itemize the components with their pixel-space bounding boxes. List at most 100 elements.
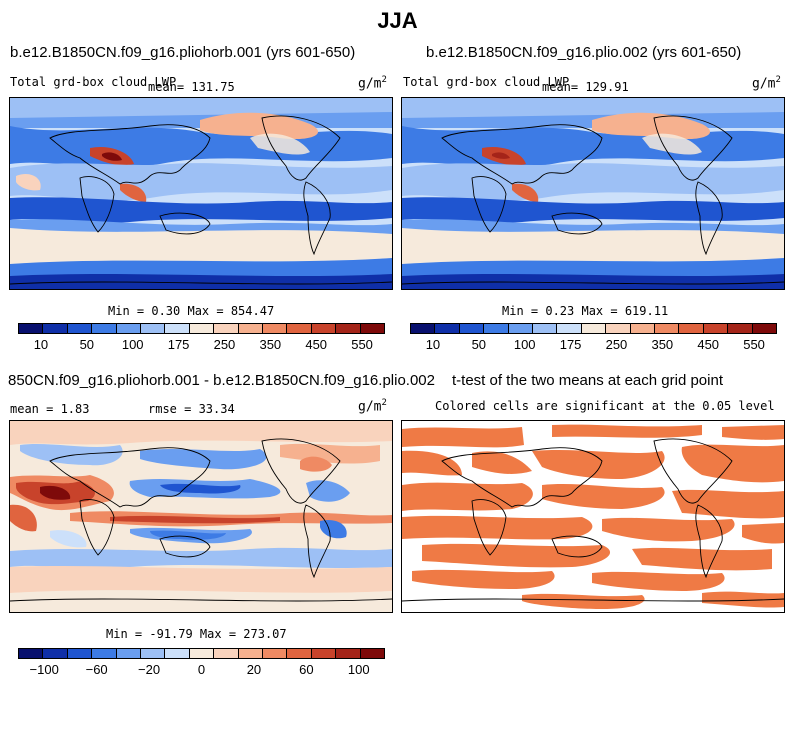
panel4-subtitle: Colored cells are significant at the 0.0… [435, 399, 775, 413]
colorbar-swatch [360, 649, 385, 658]
panel3-field [10, 421, 392, 612]
colorbar-label: 100 [121, 337, 144, 352]
colorbar-swatch [19, 324, 44, 333]
colorbar-swatch [411, 324, 436, 333]
colorbar-swatch [581, 324, 607, 333]
colorbar-label: 175 [167, 337, 190, 352]
colorbar-label: 60 [299, 662, 314, 677]
panel2-variable: Total grd-box cloud LWP [403, 75, 570, 89]
colorbar-label: 50 [471, 337, 487, 352]
colorbar-swatch [116, 324, 142, 333]
panel4-title: t-test of the two means at each grid poi… [452, 372, 723, 389]
colorbar-swatch [238, 324, 264, 333]
panel2-mean: mean= 129.91 [542, 80, 629, 94]
colorbar-swatch [336, 649, 361, 658]
colorbar-swatch [67, 324, 93, 333]
colorbar-label: 175 [559, 337, 582, 352]
colorbar-label: 50 [79, 337, 95, 352]
colorbar-swatch [189, 324, 215, 333]
colorbar-swatch [311, 649, 337, 658]
colorbar-swatch [92, 649, 117, 658]
colorbar-label: 450 [697, 337, 720, 352]
colorbar-label: 100 [513, 337, 536, 352]
colorbar-swatch [484, 324, 509, 333]
colorbar-swatch [189, 649, 215, 658]
panel2-unit: g/m2 [752, 75, 781, 92]
panel3-coastlines [10, 438, 392, 602]
panel3-map [9, 420, 393, 613]
colorbar-swatch [703, 324, 729, 333]
colorbar-swatch [459, 324, 485, 333]
figure-title: JJA [377, 8, 418, 33]
colorbar-label: 10 [33, 337, 49, 352]
colorbar-swatch [43, 324, 68, 333]
colorbar-swatch [533, 324, 558, 333]
colorbar-swatch [141, 324, 166, 333]
colorbar-label: 0 [197, 662, 206, 677]
colorbar-swatch [116, 649, 142, 658]
panel4-field [402, 421, 784, 612]
colorbar-label: 350 [259, 337, 282, 352]
panel1-unit: g/m2 [358, 75, 387, 92]
panel3-title: 850CN.f09_g16.pliohorb.001 - b.e12.B1850… [8, 372, 435, 389]
colorbar-swatch [92, 324, 117, 333]
colorbar-panel2 [410, 323, 777, 334]
colorbar-swatch [263, 649, 288, 658]
colorbar-swatch [336, 324, 361, 333]
colorbar-swatch [508, 324, 534, 333]
colorbar-label: 10 [425, 337, 441, 352]
panel4-coastlines [402, 438, 784, 602]
panel3-stats: Min = -91.79 Max = 273.07 [106, 627, 287, 641]
panel2-field [402, 98, 784, 289]
panel1-map [9, 97, 393, 290]
colorbar-label: −20 [138, 662, 161, 677]
panel1-field [10, 98, 392, 289]
panel1-coastlines [10, 115, 392, 285]
colorbar-swatch [165, 324, 190, 333]
colorbar-label: 20 [246, 662, 262, 677]
panel2-coastlines [402, 115, 784, 285]
colorbar-swatch [214, 649, 239, 658]
colorbar-swatch [679, 324, 704, 333]
colorbar-label: 550 [351, 337, 373, 352]
panel2-title: b.e12.B1850CN.f09_g16.plio.002 (yrs 601-… [426, 44, 742, 61]
colorbar-panel1 [18, 323, 385, 334]
colorbar-swatch [655, 324, 680, 333]
colorbar-swatch [606, 324, 631, 333]
colorbar-swatch [360, 324, 385, 333]
colorbar-swatch [141, 649, 166, 658]
colorbar-label: −100 [29, 662, 59, 677]
colorbar-label: 350 [651, 337, 674, 352]
colorbar-label: 550 [743, 337, 765, 352]
panel3-mean: mean = 1.83 [10, 402, 90, 416]
panel1-stats: Min = 0.30 Max = 854.47 [108, 304, 275, 318]
colorbar-label: 250 [605, 337, 628, 352]
panel4-map [401, 420, 785, 613]
colorbar-swatch [214, 324, 239, 333]
colorbar-swatch [728, 324, 753, 333]
panel3-unit: g/m2 [358, 398, 387, 415]
colorbar-swatch [67, 649, 93, 658]
panel1-title: b.e12.B1850CN.f09_g16.pliohorb.001 (yrs … [10, 44, 356, 61]
panel2-stats: Min = 0.23 Max = 619.11 [502, 304, 669, 318]
colorbar-swatch [19, 649, 44, 658]
colorbar-label: 250 [213, 337, 236, 352]
panel2-map [401, 97, 785, 290]
colorbar-label: 450 [305, 337, 328, 352]
colorbar-label: 100 [347, 662, 370, 677]
panel3-rmse: rmse = 33.34 [148, 402, 235, 416]
panel1-mean: mean= 131.75 [148, 80, 235, 94]
colorbar-swatch [311, 324, 337, 333]
panel1-variable: Total grd-box cloud LWP [10, 75, 177, 89]
colorbar-swatch [630, 324, 656, 333]
colorbar-swatch [752, 324, 777, 333]
colorbar-swatch [238, 649, 264, 658]
colorbar-swatch [43, 649, 68, 658]
colorbar-swatch [287, 324, 312, 333]
colorbar-swatch [287, 649, 312, 658]
colorbar-panel3 [18, 648, 385, 659]
colorbar-swatch [165, 649, 190, 658]
colorbar-swatch [557, 324, 582, 333]
colorbar-swatch [263, 324, 288, 333]
colorbar-label: −60 [85, 662, 108, 677]
